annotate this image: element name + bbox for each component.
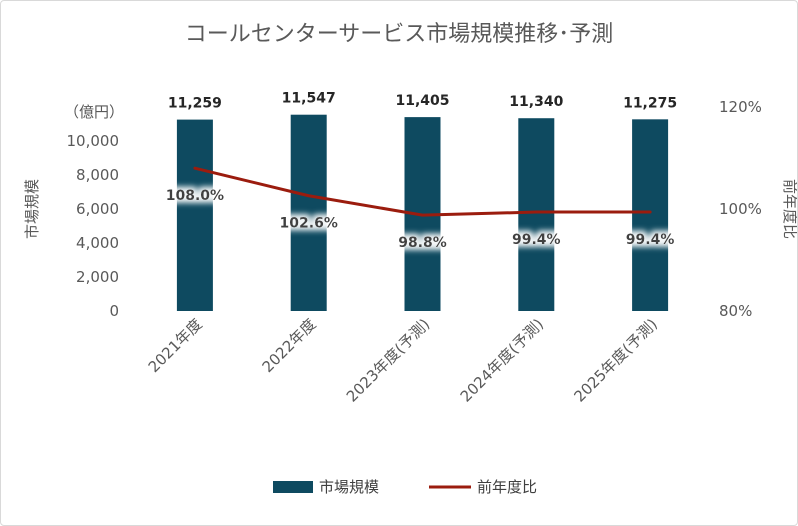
category-label: 2023年度(予測): [343, 315, 433, 405]
chart-title: コールセンターサービス市場規模推移･予測: [185, 22, 614, 47]
y-left-tick-label: 8,000: [76, 166, 119, 184]
y-left-tick-label: 6,000: [76, 200, 119, 218]
line-value-label: 102.6%: [280, 216, 338, 232]
plot-area: （億円） 0 2,000 4,000 6,000 8,000 10,000 市場規模 80% 10…: [23, 91, 797, 496]
bar: [176, 119, 213, 311]
bar: [290, 114, 327, 312]
bar-value-label: 11,275: [623, 95, 677, 111]
category-label: 2024年度(予測): [457, 315, 547, 405]
category-label: 2022年度: [259, 315, 320, 376]
legend-swatch-bar: [273, 481, 313, 493]
line-series: [193, 166, 652, 217]
y-right-tick-label: 120%: [719, 98, 762, 116]
legend-label: 前年度比: [477, 478, 537, 496]
y-left-tick-label: 0: [109, 302, 119, 320]
bar: [518, 118, 555, 311]
y-left-axis-title: 市場規模: [23, 179, 41, 239]
line-value-label: 108.0%: [166, 188, 224, 204]
y-left-tick-label: 10,000: [67, 132, 120, 150]
legend-label: 市場規模: [319, 478, 379, 496]
category-label: 2021年度: [145, 315, 206, 376]
line-value-label: 98.8%: [398, 235, 447, 251]
line-value-label: 99.4%: [626, 232, 675, 248]
bar-value-label: 11,259: [168, 96, 222, 112]
bar-value-label: 11,547: [282, 91, 336, 107]
bar: [632, 119, 669, 311]
y-right-axis-title: 前年度比: [781, 179, 797, 239]
bar-value-label: 11,340: [509, 94, 563, 110]
y-right-tick-label: 100%: [719, 200, 762, 218]
line-value-label: 99.4%: [512, 232, 561, 248]
y-left-tick-label: 4,000: [76, 234, 119, 252]
category-label: 2025年度(予測): [570, 315, 660, 405]
bar-value-label: 11,405: [395, 93, 449, 109]
y-left-tick-label: 2,000: [76, 268, 119, 286]
y-left-unit: （億円）: [64, 103, 124, 121]
y-right-tick-label: 80%: [719, 302, 752, 320]
